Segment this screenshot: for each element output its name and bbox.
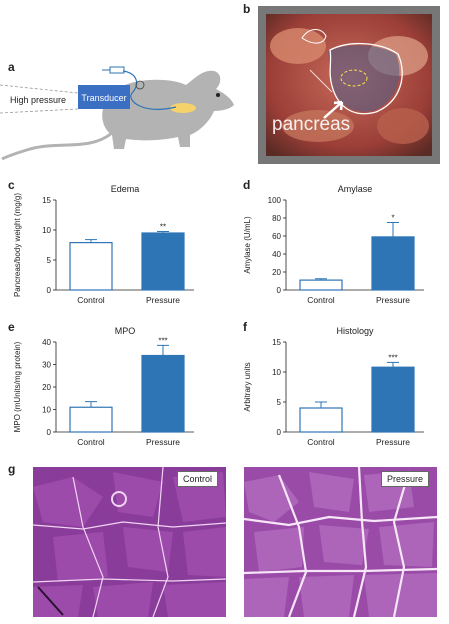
bar-control (299, 407, 343, 433)
panel-letter-c: c (8, 178, 15, 192)
pancreas-photo: pancreas (258, 6, 440, 164)
significance-marker: *** (388, 353, 397, 362)
histology-pressure-label: Pressure (380, 471, 429, 487)
y-tick-label: 0 (47, 428, 52, 437)
bar-pressure (371, 366, 415, 433)
histology-control-image: Control (33, 467, 226, 617)
category-label: Pressure (376, 295, 410, 305)
panel-letter-e: e (8, 320, 15, 334)
chart-mpo: MPO MPO (mUnits/mg protein) 0 10 20 30 40 Contr… (13, 326, 194, 447)
y-tick-label: 15 (272, 338, 281, 347)
catheter-ring (135, 80, 145, 90)
bar-control (299, 279, 343, 291)
y-tick-label: 5 (277, 398, 282, 407)
y-tick-label: 0 (277, 428, 282, 437)
panel-letter-d: d (243, 178, 251, 192)
chart-title: Histology (336, 326, 374, 336)
y-tick-label: 80 (272, 214, 281, 223)
chart-amylase: Amylase Amylase (U/mL) 0 20 40 60 80 100 Control… (243, 184, 424, 305)
panel-letter-a: a (8, 60, 15, 74)
catheter-line (122, 70, 177, 110)
bar-pressure (141, 354, 185, 433)
y-tick-label: 10 (42, 226, 51, 235)
y-axis-label: MPO (mUnits/mg protein) (13, 341, 22, 432)
category-label: Control (307, 295, 335, 305)
significance-marker: *** (158, 336, 167, 345)
significance-marker: ** (160, 223, 166, 232)
bar-pressure (371, 236, 415, 291)
y-tick-label: 60 (272, 232, 281, 241)
mouse-tail (1, 131, 113, 161)
arrow-icon (323, 100, 344, 119)
panel-letter-g: g (8, 462, 16, 476)
chart-title: MPO (115, 326, 136, 336)
significance-marker: * (391, 214, 394, 223)
panel-letter-f: f (243, 320, 247, 334)
histology-control-label: Control (176, 471, 218, 487)
chart-histology: Histology Arbitrary units 0 5 10 15 Control Pre… (243, 326, 424, 447)
y-tick-label: 20 (42, 383, 51, 392)
histology-pressure-texture (244, 467, 437, 617)
chart-edema: Edema Pancreas/body weight (mg/g) 0 5 10 15 Co… (13, 184, 194, 305)
bar-control (69, 406, 113, 433)
syringe (109, 66, 125, 74)
chart-title: Amylase (338, 184, 373, 194)
high-pressure-label: High pressure (10, 95, 66, 105)
panel-letter-b: b (243, 2, 251, 16)
pancreas-shape (170, 103, 196, 113)
bar-control (69, 241, 113, 291)
transducer-box (78, 85, 130, 109)
mouse-body (102, 70, 234, 149)
y-tick-label: 0 (47, 286, 52, 295)
category-label: Pressure (146, 437, 180, 447)
chart-title: Edema (111, 184, 140, 194)
histology-pressure-image: Pressure (244, 467, 437, 617)
y-axis-label: Arbitrary units (243, 362, 252, 411)
bar-pressure (141, 232, 185, 291)
y-tick-label: 0 (277, 286, 282, 295)
category-label: Control (77, 295, 105, 305)
y-axis-label: Pancreas/body weight (mg/g) (13, 193, 22, 297)
category-label: Pressure (376, 437, 410, 447)
y-tick-label: 10 (272, 368, 281, 377)
y-tick-label: 5 (47, 256, 52, 265)
pancreas-label: pancreas (272, 114, 350, 135)
y-tick-label: 40 (272, 250, 281, 259)
y-tick-label: 15 (42, 196, 51, 205)
y-tick-label: 10 (42, 406, 51, 415)
mouse-eye (216, 93, 220, 97)
category-label: Control (77, 437, 105, 447)
category-label: Control (307, 437, 335, 447)
pancreas-outline (329, 42, 403, 115)
y-tick-label: 40 (42, 338, 51, 347)
y-tick-label: 100 (268, 196, 282, 205)
category-label: Pressure (146, 295, 180, 305)
y-axis-label: Amylase (U/mL) (243, 216, 252, 274)
y-tick-label: 20 (272, 268, 281, 277)
mouse-schematic: Transducer High pressure (0, 66, 234, 161)
injection-region (340, 69, 368, 87)
transducer-label: Transducer (81, 93, 126, 103)
y-tick-label: 30 (42, 361, 51, 370)
histology-control-texture (33, 467, 226, 617)
